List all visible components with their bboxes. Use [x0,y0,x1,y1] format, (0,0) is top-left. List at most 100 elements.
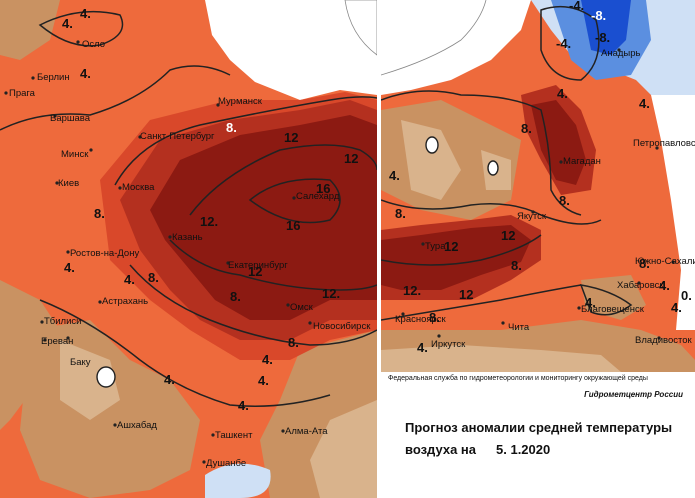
east-map: -4. -8. -4. -8. 4. 4. 8. 8. 4. 8. 12 12 … [381,0,695,498]
light-region-north [401,120,461,200]
isoline-label: 4. [557,86,568,101]
isoline-label: 8. [559,193,570,208]
svg-text:Тура: Тура [425,241,446,252]
svg-text:Ростов-на-Дону: Ростов-на-Дону [70,248,139,259]
city-warsaw: Варшава [50,113,91,124]
isoline-label: -8. [595,30,610,45]
map-title-line2: воздуха на 5. 1.2020 [405,442,550,457]
center-name: Гидрометцентр России [584,390,683,399]
city-novosibirsk: Новосибирск [308,321,371,332]
svg-text:Алма-Ата: Алма-Ата [285,426,328,437]
isoline-label: 12. [403,283,421,298]
isoline-label: 4. [80,6,91,21]
isoline-label: 4. [417,340,428,355]
svg-text:Мурманск: Мурманск [218,96,263,107]
caption-panel [381,372,695,498]
isoline-label: 0. [681,288,692,303]
svg-text:Якутск: Якутск [517,211,547,222]
svg-text:Южно-Сахалинск: Южно-Сахалинск [635,256,695,267]
city-yerevan: Ереван [41,336,73,347]
city-baku: Баку [66,336,91,368]
isoline-4-amur [579,284,633,316]
isoline-label: 4. [671,300,682,315]
city-berlin: Берлин [31,72,70,83]
forecast-date: 5. 1.2020 [496,442,551,457]
isoline-label: 4. [64,260,75,275]
city-blagoveshchensk: Благовещенск [577,304,645,315]
panel-divider [377,0,381,498]
isoline-12 [189,144,377,216]
city-tashkent: Ташкент [211,430,253,441]
isoline-label: 12. [322,286,340,301]
city-khabarovsk: Хабаровск [617,280,664,291]
isoline-4-south [39,299,331,407]
isoline-label: 8. [230,289,241,304]
city-salekhard: Салехард [292,191,340,202]
blue-region-south [205,463,271,498]
isoline-label: 12 [501,228,515,243]
city-yakutsk: Якутск [517,210,547,222]
light-region-caspian [60,340,120,420]
city-ashgabat: Ашхабад [113,420,157,431]
city-irkutsk: Иркутск [431,334,466,350]
caspian-lake [96,366,116,388]
svg-text:Ереван: Ереван [41,336,73,347]
isoline-label: 4. [262,352,273,367]
isoline-label: 8. [148,270,159,285]
svg-text:Ташкент: Ташкент [215,430,253,441]
isoline-label: 4. [585,295,596,310]
arctic-sea [381,0,531,95]
isoline-label: 4. [639,96,650,111]
polar-circle [381,0,487,76]
city-petropavlovsk: Петропавловск-Камчатский [633,138,695,150]
svg-text:Салехард: Салехард [296,191,340,202]
isoline-label: 8. [429,310,440,325]
isoline-8-south [381,284,582,321]
svg-text:Благовещенск: Благовещенск [581,304,645,315]
blue-dark-region [581,0,631,55]
tan-region-amur [581,275,646,320]
svg-text:Берлин: Берлин [37,72,70,83]
svg-text:Баку: Баку [70,357,91,368]
light-region-south [381,345,621,372]
isoline-label: 12 [344,151,358,166]
polar-circle [344,0,377,56]
isoline-neg-4 [540,5,600,81]
dark-red-region-west [381,225,531,290]
city-yuzhno-sakhalinsk: Южно-Сахалинск [635,256,695,267]
isoline-label: 8. [511,258,522,273]
isoline-label: 4. [389,168,400,183]
isoline-label: 8. [94,206,105,221]
isoline-4-west [0,65,231,131]
isoline-8-east [381,199,602,225]
isoline-16 [248,178,341,224]
city-astrakhan: Астрахань [98,296,148,307]
svg-text:Варшава: Варшава [50,113,91,124]
isoline-4-east [381,90,582,216]
svg-text:Прага: Прага [9,88,36,99]
isoline-8-south [129,264,377,346]
city-magadan: Магадан [559,156,601,167]
city-minsk: Минск [61,148,93,160]
svg-text:Омск: Омск [290,302,314,313]
isoline-label: 12. [200,214,218,229]
dark-red-region-magadan [531,100,586,185]
isoline-label: 4. [258,373,269,388]
svg-text:Петропавловск-Камчатский: Петропавловск-Камчатский [633,138,695,149]
svg-text:Владивосток: Владивосток [635,335,693,346]
city-alma-ata: Алма-Ата [281,426,328,437]
light-region-se [310,400,377,498]
isoline-label: 8. [639,256,650,271]
isoline-label: 4. [80,66,91,81]
tan-region-nw [0,0,60,60]
arctic-sea [205,0,377,100]
city-prague: Прага [4,88,36,99]
isoline-label: 4. [124,272,135,287]
svg-text:Иркутск: Иркутск [431,339,466,350]
isoline-label: 16 [286,218,300,233]
isoline-label: 12 [459,287,473,302]
svg-text:Новосибирск: Новосибирск [313,321,371,332]
map-title-prefix: воздуха на [405,442,477,457]
city-oslo: Осло [76,39,105,50]
city-chita: Чита [501,321,530,333]
